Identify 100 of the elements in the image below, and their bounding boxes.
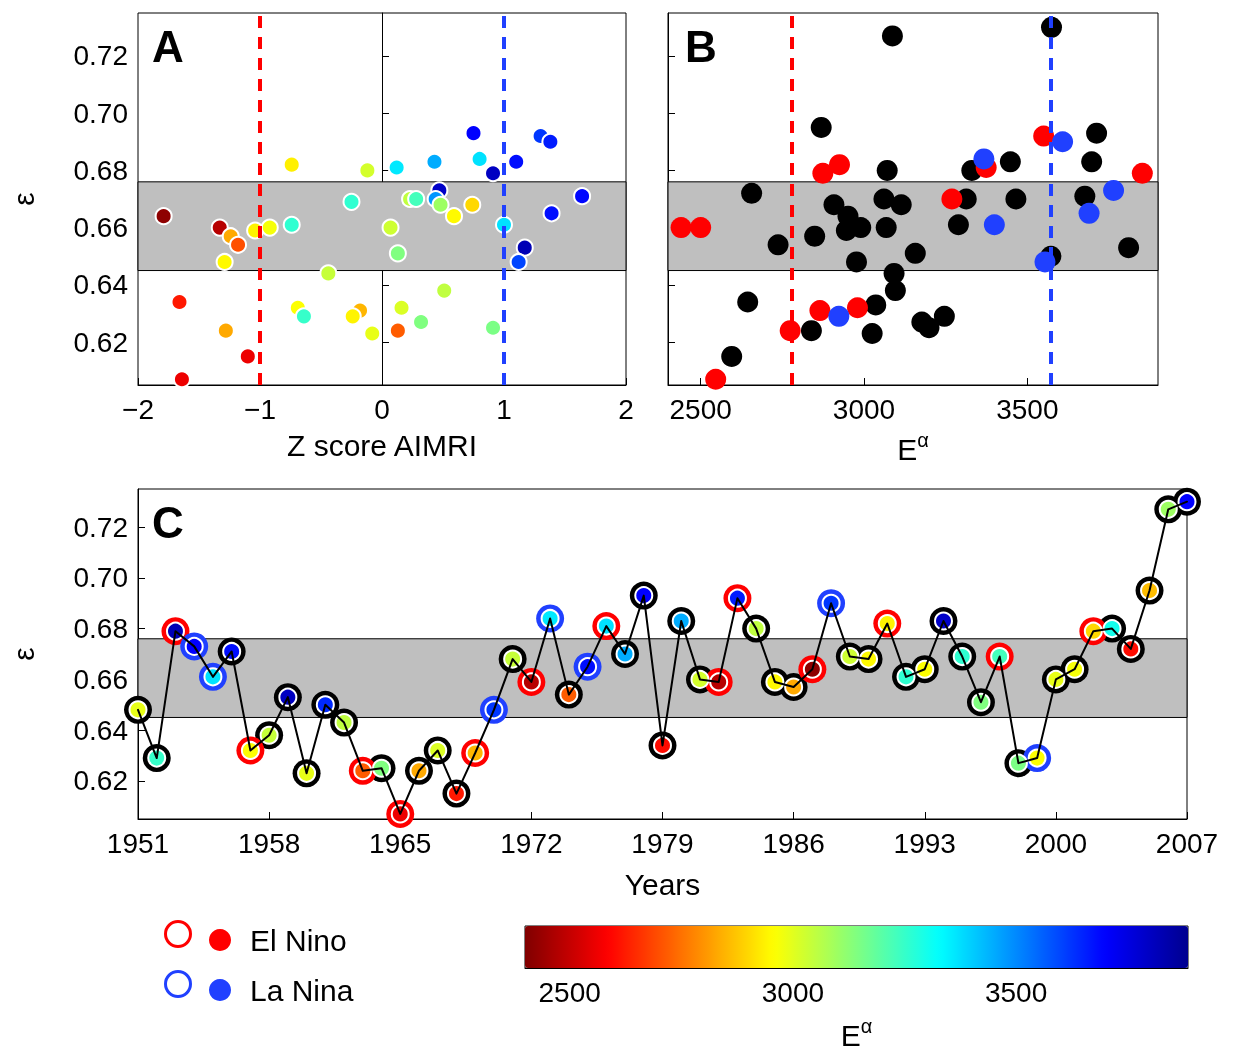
point	[881, 25, 903, 47]
point	[1034, 251, 1056, 273]
point	[721, 345, 743, 367]
y-tick-label: 0.72	[73, 511, 128, 543]
point	[1103, 179, 1125, 201]
point	[947, 214, 969, 236]
point	[1131, 162, 1153, 184]
x-tick-label: 2007	[1155, 827, 1219, 859]
x-tick-label: 3000	[832, 393, 896, 425]
point	[342, 192, 361, 211]
x-tick-label: 2500	[669, 393, 732, 425]
point	[846, 251, 867, 273]
x-tick-label: 2000	[1024, 827, 1088, 859]
point	[1074, 185, 1096, 207]
y-tick-label: 0.66	[73, 663, 128, 695]
point	[804, 225, 826, 247]
point	[445, 207, 463, 226]
point	[392, 298, 411, 317]
y-tick-label: 0.68	[73, 154, 128, 186]
point	[1052, 131, 1074, 153]
point	[1033, 125, 1055, 147]
point	[876, 159, 898, 181]
y-tick-label: 0.64	[73, 714, 128, 746]
x-tick-label: 0	[374, 393, 390, 425]
point	[507, 152, 526, 171]
point	[573, 187, 592, 206]
point	[1081, 151, 1103, 173]
x-tick-label: −1	[244, 393, 276, 425]
y-tick-label: 0.64	[73, 269, 128, 301]
point	[846, 297, 868, 319]
point	[767, 234, 789, 256]
point	[1078, 202, 1100, 224]
x-tick-label: 1986	[762, 827, 825, 859]
point	[358, 161, 377, 180]
point	[884, 280, 906, 302]
point	[941, 188, 963, 210]
point	[875, 217, 897, 239]
y-tick-label: 0.62	[73, 326, 128, 358]
point	[918, 317, 940, 339]
x-tick-label: 1965	[369, 827, 432, 859]
point	[690, 217, 712, 239]
x-tick-label: 1958	[237, 827, 301, 859]
point	[343, 307, 362, 326]
point	[294, 307, 313, 326]
y-axis-title: ε	[6, 647, 40, 661]
point	[388, 244, 407, 263]
point	[1005, 188, 1027, 210]
chart-title: B	[685, 21, 717, 71]
point	[431, 195, 450, 214]
legend-label: El Nino	[250, 923, 347, 957]
point	[861, 323, 883, 344]
legend-label: La Nina	[250, 973, 354, 1007]
point	[933, 305, 955, 327]
point	[470, 149, 489, 168]
point	[705, 368, 727, 390]
point	[999, 151, 1021, 173]
point	[828, 305, 850, 327]
point	[229, 235, 248, 254]
point	[319, 264, 338, 283]
x-tick-label: 3500	[996, 393, 1059, 425]
y-tick-label: 0.68	[73, 613, 128, 645]
point	[812, 162, 834, 184]
x-tick-label: 1972	[500, 827, 563, 859]
point	[541, 132, 560, 151]
x-tick-label: 1	[496, 393, 512, 425]
x-tick-label: −2	[122, 393, 154, 425]
color-bar-label: 3500	[984, 976, 1048, 1008]
point	[216, 321, 235, 340]
point	[741, 182, 763, 204]
point	[425, 152, 444, 171]
point	[515, 238, 534, 257]
point	[238, 347, 257, 366]
y-tick-label: 0.70	[73, 97, 128, 129]
color-bar-label: 3000	[761, 976, 825, 1008]
point	[215, 252, 234, 271]
point	[260, 218, 279, 237]
point	[1086, 122, 1108, 144]
y-axis-title: ε	[6, 192, 40, 206]
point	[883, 262, 905, 284]
point	[463, 195, 482, 214]
point	[282, 155, 301, 174]
point	[464, 124, 483, 143]
point	[435, 281, 454, 300]
point	[407, 190, 426, 208]
point	[381, 218, 400, 237]
y-tick-label: 0.72	[73, 40, 128, 72]
x-axis-title: Z score AIMRI	[286, 428, 478, 462]
point	[810, 116, 832, 138]
point	[1118, 237, 1140, 259]
point	[172, 370, 191, 389]
chart-title: C	[152, 497, 184, 547]
chart-title: A	[152, 21, 184, 71]
point	[387, 158, 406, 177]
x-axis-title: Years	[624, 867, 701, 901]
point	[873, 188, 895, 210]
point	[509, 252, 528, 271]
y-tick-label: 0.66	[73, 212, 128, 244]
point	[829, 154, 850, 176]
point	[282, 215, 301, 234]
point	[154, 207, 173, 226]
